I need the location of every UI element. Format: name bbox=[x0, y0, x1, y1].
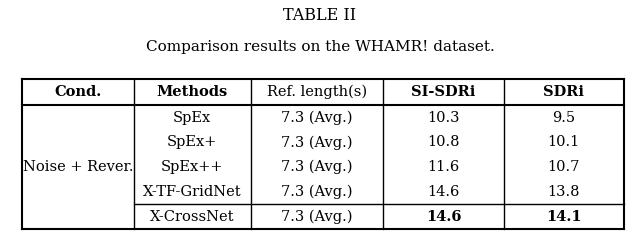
Text: 7.3 (Avg.): 7.3 (Avg.) bbox=[282, 185, 353, 199]
Text: 9.5: 9.5 bbox=[552, 111, 575, 125]
Text: X-TF-GridNet: X-TF-GridNet bbox=[143, 185, 242, 199]
Text: SI-SDRi: SI-SDRi bbox=[412, 85, 476, 99]
Text: 7.3 (Avg.): 7.3 (Avg.) bbox=[282, 110, 353, 125]
Text: 14.6: 14.6 bbox=[428, 185, 460, 199]
Text: 14.1: 14.1 bbox=[546, 210, 582, 223]
Text: 13.8: 13.8 bbox=[548, 185, 580, 199]
Text: Noise + Rever.: Noise + Rever. bbox=[23, 160, 133, 174]
Text: TABLE II: TABLE II bbox=[284, 7, 356, 24]
Text: 10.1: 10.1 bbox=[548, 135, 580, 149]
Text: SpEx: SpEx bbox=[173, 111, 211, 125]
Text: Cond.: Cond. bbox=[54, 85, 102, 99]
Text: Ref. length(s): Ref. length(s) bbox=[267, 85, 367, 99]
Text: X-CrossNet: X-CrossNet bbox=[150, 210, 235, 223]
Text: SpEx++: SpEx++ bbox=[161, 160, 223, 174]
Text: Methods: Methods bbox=[157, 85, 228, 99]
Text: Comparison results on the WHAMR! dataset.: Comparison results on the WHAMR! dataset… bbox=[146, 40, 494, 54]
Text: 10.8: 10.8 bbox=[428, 135, 460, 149]
Text: SpEx+: SpEx+ bbox=[167, 135, 218, 149]
Text: 7.3 (Avg.): 7.3 (Avg.) bbox=[282, 135, 353, 150]
Text: 7.3 (Avg.): 7.3 (Avg.) bbox=[282, 160, 353, 174]
Text: 14.6: 14.6 bbox=[426, 210, 461, 223]
Text: 10.7: 10.7 bbox=[548, 160, 580, 174]
Text: SDRi: SDRi bbox=[543, 85, 584, 99]
Text: 10.3: 10.3 bbox=[428, 111, 460, 125]
Text: 7.3 (Avg.): 7.3 (Avg.) bbox=[282, 209, 353, 224]
Text: 11.6: 11.6 bbox=[428, 160, 460, 174]
